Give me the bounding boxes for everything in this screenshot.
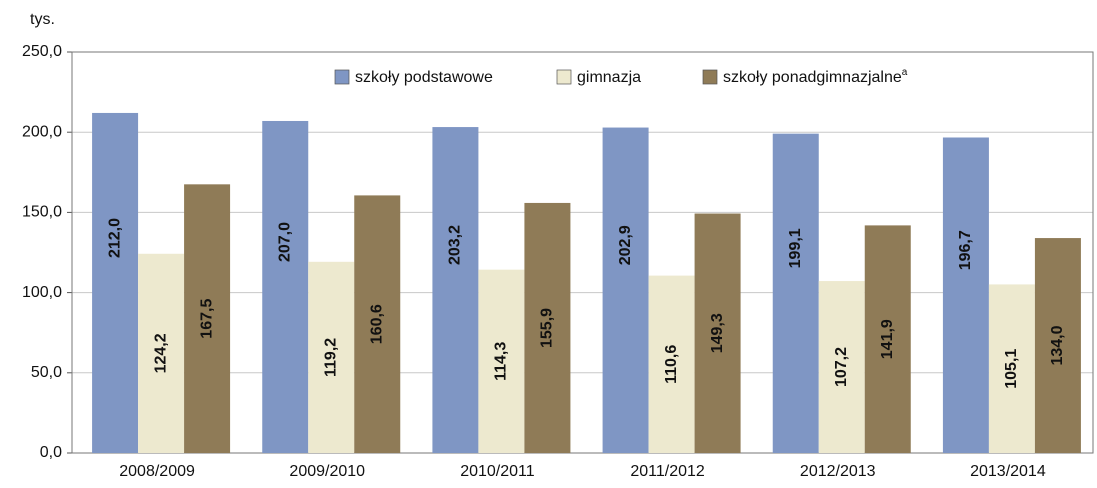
- x-tick-label: 2010/2011: [460, 463, 535, 480]
- legend-label: gimnazja: [577, 69, 641, 86]
- bar: [988, 284, 1035, 453]
- value-label: 160,6: [368, 304, 385, 344]
- y-tick-label: 50,0: [31, 364, 62, 381]
- value-label: 167,5: [198, 299, 215, 339]
- value-label: 110,6: [663, 345, 680, 384]
- y-tick-label: 200,0: [22, 123, 62, 140]
- bar: [818, 281, 865, 453]
- bar: [602, 127, 649, 453]
- y-tick-label: 100,0: [22, 284, 62, 301]
- bar: [432, 127, 479, 453]
- value-label: 196,7: [957, 230, 974, 270]
- y-axis-label: tys.: [30, 11, 55, 28]
- value-label: 114,3: [493, 342, 510, 381]
- x-tick-label: 2012/2013: [800, 463, 876, 480]
- y-tick-label: 0,0: [40, 444, 62, 461]
- legend-swatch: [702, 69, 718, 85]
- x-tick-label: 2013/2014: [970, 463, 1046, 480]
- value-label: 134,0: [1049, 325, 1066, 365]
- bar: [864, 225, 911, 453]
- x-tick-label: 2009/2010: [289, 463, 365, 480]
- bar: [772, 133, 819, 453]
- plot-border: [71, 51, 1094, 454]
- bar: [478, 269, 525, 453]
- legend-name: szkoły podstawowe: [355, 69, 493, 86]
- bar: [694, 213, 741, 453]
- value-label: 124,2: [152, 333, 169, 373]
- bar: [524, 202, 571, 453]
- legend-label: szkoły podstawowe: [355, 69, 493, 86]
- legend-swatch: [334, 69, 350, 85]
- bar: [262, 120, 309, 454]
- value-label: 207,0: [276, 222, 293, 262]
- value-label: 199,1: [787, 228, 804, 268]
- value-label: 141,9: [879, 319, 896, 359]
- x-tick-label: 2008/2009: [119, 463, 195, 480]
- bar: [1034, 238, 1081, 453]
- y-tick-label: 250,0: [22, 43, 62, 60]
- y-tick-label: 150,0: [22, 204, 62, 221]
- value-label: 149,3: [709, 313, 726, 353]
- value-label: 107,2: [833, 347, 850, 387]
- value-label: 105,1: [1003, 349, 1020, 389]
- bar: [184, 184, 231, 453]
- legend-label: szkoły ponadgimnazjalnea: [723, 67, 908, 87]
- bar: [92, 112, 139, 454]
- value-label: 202,9: [617, 225, 634, 265]
- bar: [308, 261, 355, 453]
- value-label: 119,2: [322, 338, 339, 377]
- legend-swatch: [556, 69, 572, 85]
- legend-note: a: [902, 67, 908, 78]
- value-label: 155,9: [539, 308, 556, 348]
- value-label: 212,0: [106, 218, 123, 258]
- bar: [648, 275, 695, 453]
- legend-name: gimnazja: [577, 69, 641, 86]
- bar: [138, 253, 185, 453]
- bar: [942, 137, 989, 453]
- bar: [354, 195, 401, 454]
- x-tick-label: 2011/2012: [630, 463, 705, 480]
- value-label: 203,2: [447, 225, 464, 265]
- legend-name: szkoły ponadgimnazjalne: [723, 69, 902, 86]
